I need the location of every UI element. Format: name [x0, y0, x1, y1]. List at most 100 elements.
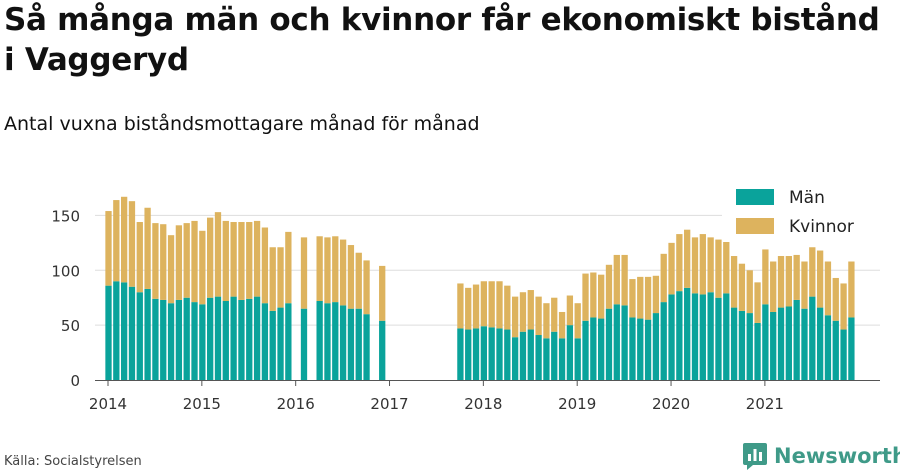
- bar-women: [144, 207, 151, 289]
- bar-women: [535, 296, 542, 336]
- bar-women: [809, 247, 816, 297]
- bar-men: [152, 298, 159, 380]
- bar-men: [347, 308, 355, 380]
- bar-women: [285, 231, 292, 304]
- bar-men: [566, 325, 574, 380]
- bar-men: [809, 296, 816, 380]
- bar-men: [253, 296, 261, 380]
- bar-men: [762, 304, 769, 380]
- bar-men: [167, 303, 175, 380]
- bar-women: [754, 282, 761, 323]
- bar-men: [684, 287, 691, 380]
- x-tick-label: 2017: [370, 395, 408, 413]
- bar-men: [652, 313, 660, 380]
- legend-label: Män: [789, 188, 825, 208]
- bar-men: [324, 303, 331, 380]
- bar-men: [214, 296, 222, 380]
- bar-women: [128, 201, 136, 287]
- bar-women: [246, 222, 253, 299]
- bar-men: [222, 301, 229, 380]
- bar-men: [136, 292, 143, 380]
- bar-women: [730, 256, 738, 308]
- bar-men: [261, 303, 269, 380]
- bar-men: [777, 307, 785, 380]
- bar-men: [511, 337, 519, 380]
- bar-women: [261, 227, 269, 304]
- bar-men: [128, 286, 136, 380]
- source-note: Källa: Socialstyrelsen: [4, 454, 142, 469]
- bar-women: [613, 254, 620, 305]
- bar-men: [582, 320, 589, 380]
- bar-women: [238, 222, 245, 300]
- bar-men: [285, 303, 292, 380]
- bar-men: [207, 297, 214, 380]
- bar-men: [637, 318, 644, 380]
- bar-women: [590, 272, 597, 318]
- bar-men: [120, 282, 128, 380]
- bar-women: [840, 283, 847, 330]
- bar-women: [699, 234, 706, 295]
- x-tick-label: 2020: [652, 395, 690, 413]
- bar-women: [511, 296, 519, 338]
- bar-women: [339, 239, 347, 306]
- bar-men: [676, 291, 683, 380]
- bar-women: [253, 220, 261, 297]
- bar-men: [574, 338, 581, 380]
- bar-men: [832, 320, 839, 380]
- bar-women: [214, 212, 222, 297]
- bar-men: [785, 306, 792, 380]
- bar-women: [676, 234, 683, 292]
- bar-women: [222, 220, 229, 302]
- bar-men: [527, 329, 534, 380]
- bar-men: [770, 311, 777, 380]
- legend: Män Kvinnor: [722, 180, 884, 242]
- bar-women: [324, 237, 331, 304]
- bar-men: [707, 292, 714, 380]
- bar-women: [332, 236, 339, 303]
- bar-women: [629, 279, 636, 318]
- bar-men: [644, 319, 652, 380]
- bar-men: [746, 313, 753, 380]
- bar-men: [543, 338, 550, 380]
- bar-women: [668, 242, 675, 295]
- bar-men: [715, 297, 722, 380]
- bar-men: [300, 308, 308, 380]
- legend-swatch: [736, 218, 774, 234]
- bar-women: [832, 277, 839, 321]
- bar-women: [816, 250, 824, 308]
- bar-women: [191, 220, 198, 303]
- bar-men: [355, 308, 362, 380]
- bar-men: [183, 297, 190, 380]
- x-tick-label: 2021: [746, 395, 784, 413]
- bar-women: [199, 230, 206, 305]
- bar-women: [465, 287, 472, 330]
- bar-women: [363, 260, 370, 315]
- bar-women: [723, 230, 730, 294]
- bar-men: [590, 317, 597, 380]
- bar-men: [535, 335, 542, 380]
- bar-men: [191, 302, 198, 380]
- bar-men: [113, 281, 120, 380]
- bar-women: [715, 239, 722, 298]
- bar-men: [144, 288, 151, 380]
- bar-men: [605, 308, 613, 380]
- bar-women: [605, 264, 613, 309]
- bar-men: [629, 317, 636, 380]
- bar-men: [363, 314, 370, 380]
- bar-men: [269, 310, 276, 380]
- x-tick-label: 2014: [89, 395, 127, 413]
- bars: [105, 196, 855, 380]
- bar-men: [316, 301, 323, 380]
- bar-men: [199, 304, 206, 380]
- bar-women: [637, 276, 644, 319]
- bar-women: [316, 236, 323, 302]
- bar-women: [160, 224, 167, 300]
- bar-men: [660, 302, 667, 380]
- bar-men: [246, 298, 253, 380]
- x-tick-label: 2018: [464, 395, 502, 413]
- bar-women: [519, 292, 527, 332]
- bar-women: [785, 256, 792, 307]
- chart-subtitle: Antal vuxna biståndsmottagare månad för …: [4, 113, 480, 135]
- bar-men: [613, 304, 620, 380]
- chart-title: Så många män och kvinnor får ekonomiskt …: [4, 2, 880, 78]
